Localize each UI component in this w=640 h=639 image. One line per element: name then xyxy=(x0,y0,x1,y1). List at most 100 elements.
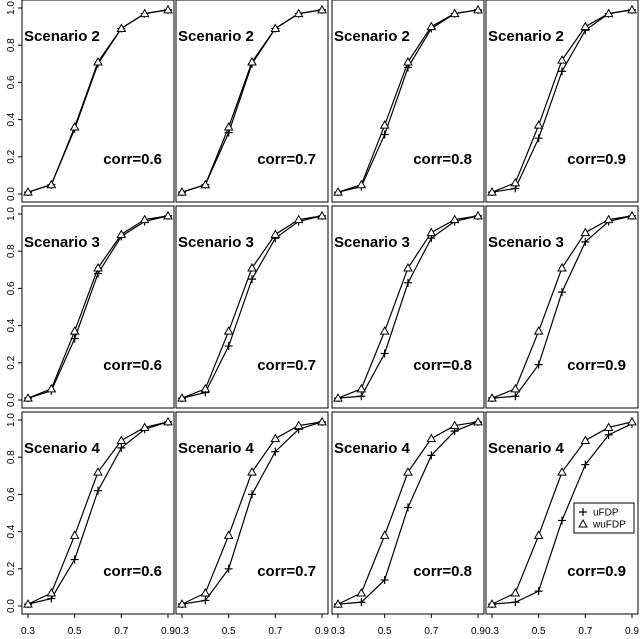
point-wuFDP-7 xyxy=(317,210,327,220)
point-uFDP-3 xyxy=(380,130,389,139)
point-uFDP-2 xyxy=(357,392,366,401)
point-wuFDP-3 xyxy=(69,326,80,335)
panel-corr-label: corr=0.8 xyxy=(413,563,472,580)
point-wuFDP-3 xyxy=(223,326,234,335)
panel-corr-label: corr=0.9 xyxy=(567,151,626,168)
panel-title: Scenario 3 xyxy=(178,234,254,251)
point-wuFDP-3 xyxy=(223,530,234,539)
point-uFDP-2 xyxy=(357,598,366,607)
point-wuFDP-6 xyxy=(449,420,460,430)
point-wuFDP-6 xyxy=(293,420,304,430)
point-uFDP-5 xyxy=(581,237,590,246)
point-wuFDP-2 xyxy=(46,587,57,597)
point-wuFDP-7 xyxy=(473,416,483,426)
y-tick-label: 0.2 xyxy=(6,561,17,575)
point-wuFDP-1 xyxy=(333,599,343,608)
point-wuFDP-3 xyxy=(533,530,544,539)
panel-frame xyxy=(175,0,329,203)
point-uFDP-3 xyxy=(534,134,543,143)
point-wuFDP-3 xyxy=(533,326,544,335)
panel-corr-label: corr=0.7 xyxy=(257,357,316,374)
point-wuFDP-4 xyxy=(557,467,567,476)
point-wuFDP-6 xyxy=(603,214,614,224)
point-wuFDP-2 xyxy=(510,177,521,187)
point-wuFDP-6 xyxy=(449,214,460,224)
panel-corr-label: corr=0.6 xyxy=(103,563,162,580)
panel-title: Scenario 4 xyxy=(24,440,101,457)
point-wuFDP-2 xyxy=(356,587,367,597)
panel-title: Scenario 3 xyxy=(24,234,100,251)
x-tick-label: 0.3 xyxy=(485,626,499,637)
x-tick-label: 0.9 xyxy=(625,626,639,637)
axes-layer: 0.0 0.2 0.4 0.6 0.8 1.0 0.0 0.2 0.4 0.6 0.8 1.0 0.0 0… xyxy=(6,1,639,637)
panel-12: Scenario 4 corr=0.9 xyxy=(485,411,639,615)
x-tick-label: 0.3 xyxy=(175,626,189,637)
y-tick-label: 0.4 xyxy=(6,112,17,126)
point-wuFDP-5 xyxy=(426,21,437,31)
panel-frame xyxy=(485,0,639,203)
legend-entry-uFDP: uFDP xyxy=(593,508,619,519)
point-wuFDP-4 xyxy=(557,262,567,272)
point-uFDP-3 xyxy=(380,349,389,358)
point-wuFDP-5 xyxy=(116,229,127,238)
point-wuFDP-1 xyxy=(23,187,33,196)
x-tick-label: 0.9 xyxy=(315,626,329,637)
point-wuFDP-7 xyxy=(163,4,173,14)
point-wuFDP-2 xyxy=(510,587,521,597)
y-tick-label: 0.8 xyxy=(6,38,17,52)
point-wuFDP-6 xyxy=(139,422,150,431)
point-uFDP-4 xyxy=(558,516,566,525)
point-wuFDP-1 xyxy=(23,393,33,402)
point-wuFDP-2 xyxy=(200,179,211,189)
point-uFDP-5 xyxy=(581,460,590,469)
panel-10: Scenario 4 corr=0.7 xyxy=(175,411,329,615)
point-uFDP-4 xyxy=(94,486,102,495)
panel-title: Scenario 2 xyxy=(334,28,410,45)
point-wuFDP-4 xyxy=(93,56,103,66)
panel-corr-label: corr=0.6 xyxy=(103,151,162,168)
y-tick-label: 1.0 xyxy=(6,1,17,15)
point-uFDP-4 xyxy=(558,67,566,76)
x-tick-label: 0.7 xyxy=(424,626,438,637)
panel-3: Scenario 2 corr=0.8 xyxy=(331,0,485,203)
panel-frame xyxy=(175,205,329,409)
panel-title: Scenario 2 xyxy=(24,28,100,45)
point-wuFDP-2 xyxy=(200,587,211,597)
x-tick-label: 0.7 xyxy=(578,626,592,637)
panel-frame xyxy=(175,411,329,615)
point-wuFDP-5 xyxy=(116,435,127,444)
x-tick-label: 0.5 xyxy=(378,626,392,637)
panel-frame xyxy=(485,411,639,615)
y-tick-label: 0.8 xyxy=(6,244,17,258)
point-wuFDP-4 xyxy=(403,467,413,476)
point-wuFDP-7 xyxy=(317,416,327,426)
panel-title: Scenario 2 xyxy=(488,28,564,45)
panel-title: Scenario 3 xyxy=(334,234,410,251)
panel-corr-label: corr=0.9 xyxy=(567,563,626,580)
y-tick-label: 0.2 xyxy=(6,355,17,369)
point-wuFDP-4 xyxy=(403,56,413,66)
panel-5: Scenario 3 corr=0.6 xyxy=(21,205,175,409)
point-wuFDP-3 xyxy=(69,530,80,539)
point-wuFDP-6 xyxy=(139,8,150,18)
point-wuFDP-5 xyxy=(426,433,437,443)
point-wuFDP-2 xyxy=(510,383,521,393)
legend-plus-icon xyxy=(579,508,587,516)
point-wuFDP-7 xyxy=(627,4,637,14)
panel-frame xyxy=(331,0,485,203)
point-wuFDP-6 xyxy=(603,8,614,18)
legend-box xyxy=(573,502,635,534)
panel-corr-label: corr=0.8 xyxy=(413,151,472,168)
point-wuFDP-7 xyxy=(473,210,483,220)
point-uFDP-2 xyxy=(511,598,520,607)
point-wuFDP-7 xyxy=(317,4,327,14)
point-uFDP-3 xyxy=(380,575,389,584)
point-wuFDP-5 xyxy=(270,229,281,238)
panel-9: Scenario 4 corr=0.6 xyxy=(21,411,175,615)
y-tick-label: 0.6 xyxy=(6,281,17,295)
y-tick-label: 0.0 xyxy=(6,187,17,201)
x-tick-label: 0.7 xyxy=(268,626,282,637)
point-uFDP-5 xyxy=(117,443,126,452)
